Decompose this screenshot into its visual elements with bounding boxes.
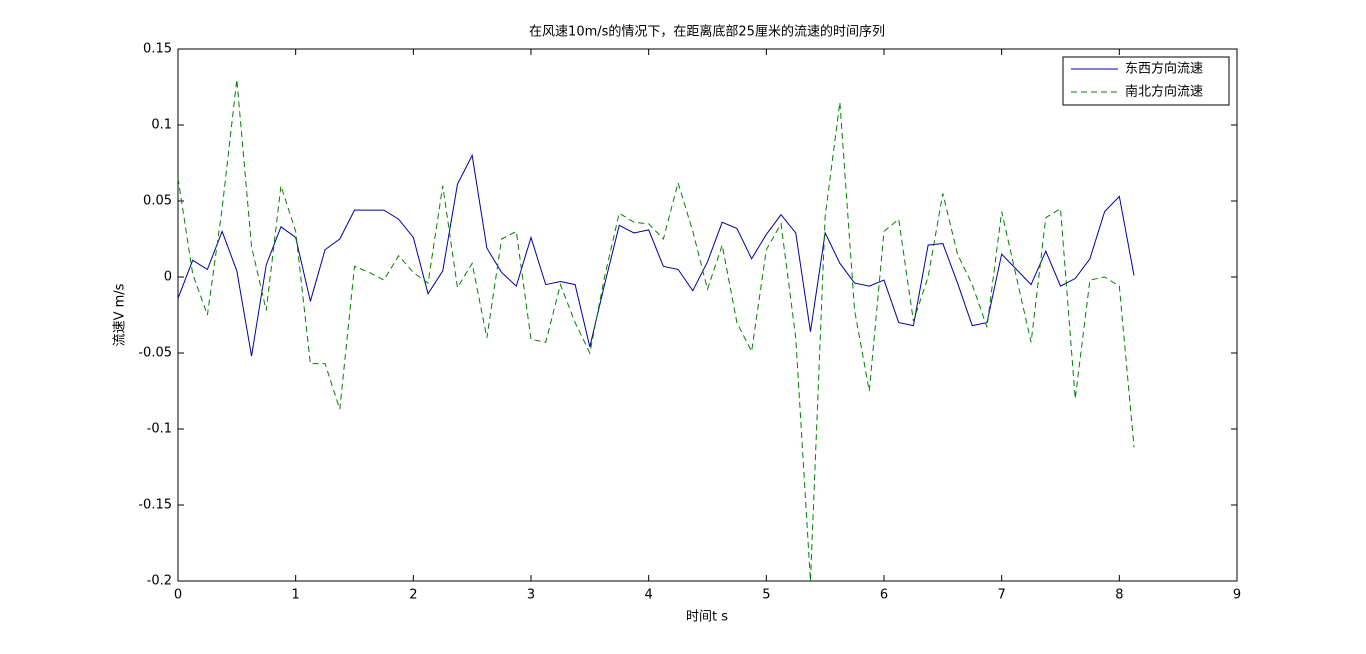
x-tick-label: 8 <box>1115 588 1123 603</box>
chart-title: 在风速10m/s的情况下，在距离底部25厘米的流速的时间序列 <box>529 24 885 40</box>
x-tick-label: 0 <box>174 588 182 603</box>
plot-frame <box>177 48 1238 582</box>
series-line <box>177 79 1135 582</box>
x-tick-label: 1 <box>292 588 300 603</box>
x-tick-label: 6 <box>880 588 888 603</box>
x-tick-label: 4 <box>645 588 653 603</box>
y-tick-label: -0.1 <box>147 422 172 437</box>
legend-box <box>1062 56 1230 106</box>
y-tick-label: 0.15 <box>143 42 172 57</box>
y-tick-label: -0.05 <box>138 346 172 361</box>
x-tick-label: 3 <box>527 588 535 603</box>
y-axis-label: 流速V m/s <box>113 283 128 346</box>
legend-label: 南北方向流速 <box>1125 84 1203 100</box>
x-axis-label: 时间t s <box>686 610 728 625</box>
y-tick-label: -0.2 <box>147 574 172 589</box>
y-tick-label: 0 <box>164 270 172 285</box>
y-tick-label: 0.1 <box>151 118 172 133</box>
y-tick-label: -0.15 <box>138 498 172 513</box>
x-tick-label: 2 <box>409 588 417 603</box>
legend-label: 东西方向流速 <box>1125 61 1203 77</box>
x-tick-label: 5 <box>762 588 770 603</box>
x-tick-label: 9 <box>1233 588 1241 603</box>
series-line <box>177 153 1135 357</box>
x-tick-label: 7 <box>998 588 1006 603</box>
y-tick-label: 0.05 <box>143 194 172 209</box>
